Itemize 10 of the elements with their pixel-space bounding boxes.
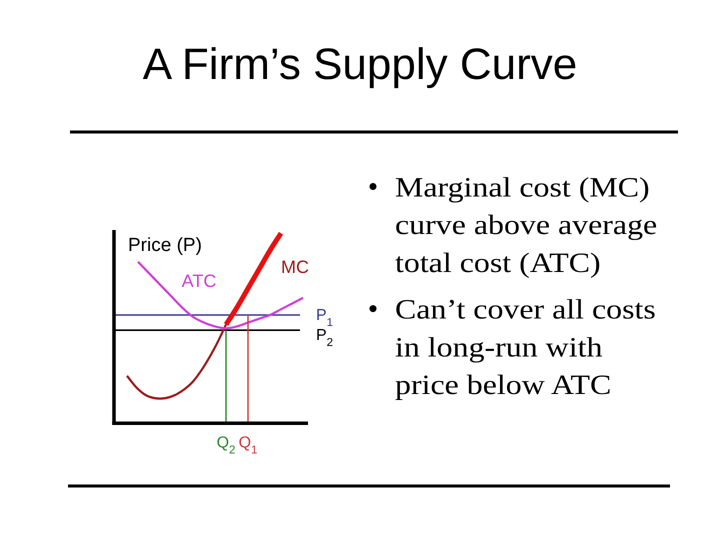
text: Marginal cost (MC) curve above average total cost (ATC) (395, 172, 658, 278)
text: Can’t cover all costs in long-run with price below ATC (395, 294, 656, 401)
series-label: ATC (182, 271, 216, 291)
ref-line-label: P$_{2}$ (316, 327, 334, 349)
x-tick-label: Q$_{2}$ (216, 434, 236, 456)
y-axis-title: Price (P) (128, 235, 202, 256)
text: MC (281, 257, 309, 277)
x-tick-label: Q$_{1}$ (238, 434, 258, 456)
ref-line-label: P$_{1}$ (316, 307, 334, 329)
chart-title: A Firm’s Supply Curve (142, 40, 578, 89)
